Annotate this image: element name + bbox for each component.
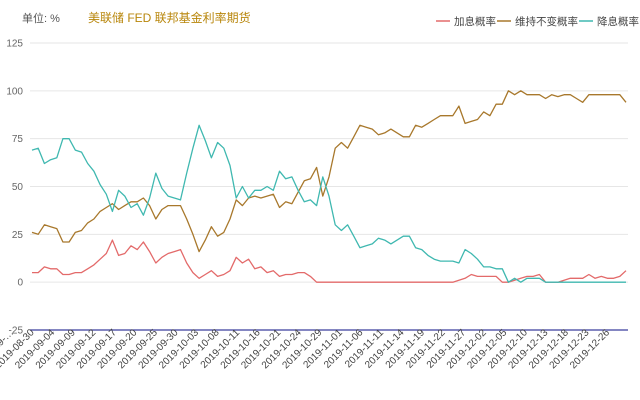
series-lines — [31, 90, 627, 283]
series-line — [32, 239, 627, 283]
chart-title: 美联储 FED 联邦基金利率期货 — [88, 10, 251, 25]
legend-item[interactable]: 降息概率 — [579, 15, 639, 28]
legend-item[interactable]: 维持不变概率 — [497, 15, 578, 28]
y-tick-label: 50 — [12, 182, 24, 193]
y-tick-label: 25 — [12, 230, 24, 241]
legend[interactable]: 加息概率 维持不变概率 降息概率 — [436, 15, 639, 28]
legend-label: 维持不变概率 — [515, 15, 578, 28]
unit-label: 单位: % — [22, 11, 60, 25]
y-tick-label: 100 — [6, 86, 23, 97]
legend-item[interactable]: 加息概率 — [436, 15, 496, 28]
gridlines — [30, 42, 628, 331]
series-line — [31, 90, 627, 253]
y-tick-label: -25 — [9, 326, 24, 337]
legend-label: 降息概率 — [597, 15, 639, 28]
series-line — [31, 124, 626, 283]
y-tick-label: 125 — [6, 39, 23, 50]
y-tick-label: 75 — [12, 134, 24, 145]
x-axis: 2019-…2019-08-302019-09-042019-09-092019… — [0, 327, 612, 371]
legend-label: 加息概率 — [454, 15, 496, 28]
y-tick-label: 0 — [17, 278, 23, 289]
y-axis: -25 0 25 50 75 100 125 — [6, 39, 628, 337]
